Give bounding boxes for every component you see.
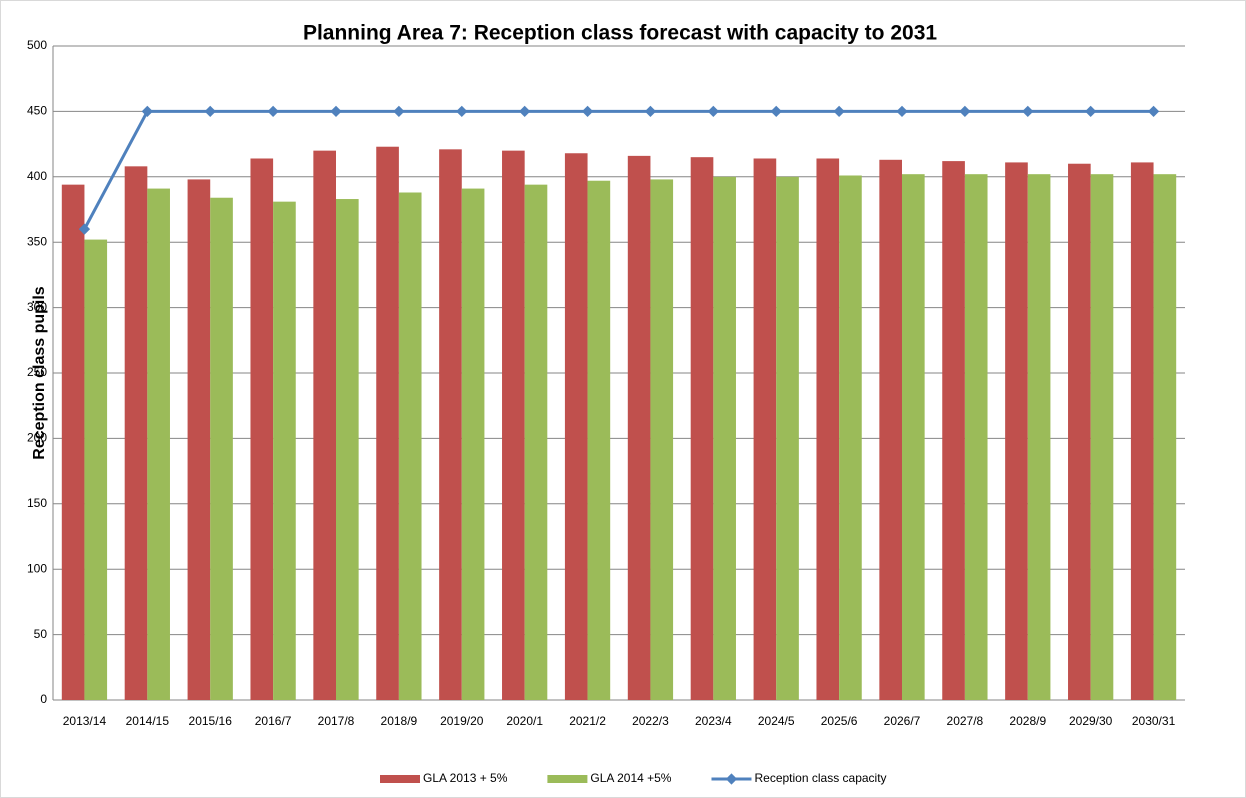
bar (816, 158, 840, 700)
x-tick-label: 2026/7 (884, 714, 921, 728)
x-tick-label: 2016/7 (255, 714, 292, 728)
bar (1027, 174, 1051, 700)
bar (964, 174, 988, 700)
bar (147, 188, 170, 700)
bar (187, 179, 211, 700)
legend-label: GLA 2013 + 5% (423, 771, 508, 785)
bar (376, 146, 399, 700)
y-tick-label: 200 (27, 431, 47, 445)
bar (879, 159, 902, 700)
bar (690, 157, 714, 700)
legend-label: GLA 2014 +5% (590, 771, 671, 785)
x-tick-label: 2022/3 (632, 714, 669, 728)
bar (1068, 163, 1091, 701)
x-tick-label: 2029/30 (1069, 714, 1113, 728)
legend-swatch (380, 775, 420, 783)
bar (439, 149, 462, 700)
x-tick-label: 2017/8 (318, 714, 355, 728)
line-marker (1085, 105, 1097, 118)
bar (461, 188, 485, 700)
legend-swatch (547, 775, 588, 783)
bar (942, 161, 965, 700)
bar (1005, 162, 1028, 701)
legend-label: Reception class capacity (754, 771, 886, 785)
bar (902, 174, 925, 700)
bar (776, 176, 799, 701)
bar (753, 158, 777, 700)
x-tick-label: 2021/2 (569, 714, 606, 728)
bar (210, 197, 233, 700)
x-tick-label: 2019/20 (440, 714, 484, 728)
bar (313, 150, 336, 700)
y-tick-label: 400 (27, 169, 47, 183)
bar (1090, 174, 1114, 700)
y-tick-label: 450 (27, 104, 47, 118)
bar (273, 201, 296, 701)
bar (124, 166, 148, 700)
x-tick-label: 2027/8 (947, 714, 984, 728)
bar (627, 155, 651, 700)
x-tick-label: 2028/9 (1009, 714, 1046, 728)
bar (398, 192, 422, 700)
line-series (83, 109, 1154, 230)
x-tick-label: 2024/5 (758, 714, 795, 728)
bar (1130, 162, 1154, 701)
bar (524, 184, 548, 700)
y-tick-label: 500 (27, 38, 47, 52)
x-tick-label: 2015/16 (189, 714, 233, 728)
bar (250, 158, 274, 700)
bar (713, 176, 736, 701)
x-tick-label: 2014/15 (126, 714, 170, 728)
bar (336, 199, 359, 700)
bar (564, 153, 588, 701)
line-marker (1147, 105, 1160, 118)
x-tick-label: 2025/6 (821, 714, 858, 728)
legend-swatch (725, 773, 738, 785)
x-tick-label: 2023/4 (695, 714, 732, 728)
bar (650, 179, 674, 700)
bar (1153, 174, 1177, 700)
y-axis-title: Reception class pupils (31, 286, 48, 459)
chart-title: Planning Area 7: Reception class forecas… (303, 22, 937, 45)
y-tick-label: 250 (27, 365, 47, 379)
bar (587, 180, 611, 700)
x-tick-label: 2013/14 (63, 714, 107, 728)
y-tick-label: 150 (27, 496, 47, 510)
x-tick-label: 2030/31 (1132, 714, 1176, 728)
y-tick-label: 100 (27, 561, 47, 575)
y-tick-label: 300 (27, 300, 47, 314)
y-tick-label: 350 (27, 234, 47, 248)
bar (839, 175, 862, 700)
bar (502, 150, 525, 700)
x-tick-label: 2018/9 (381, 714, 418, 728)
y-tick-label: 50 (34, 627, 48, 641)
x-tick-label: 2020/1 (506, 714, 543, 728)
bar (84, 239, 108, 701)
y-tick-label: 0 (40, 692, 47, 706)
bar (61, 184, 85, 700)
